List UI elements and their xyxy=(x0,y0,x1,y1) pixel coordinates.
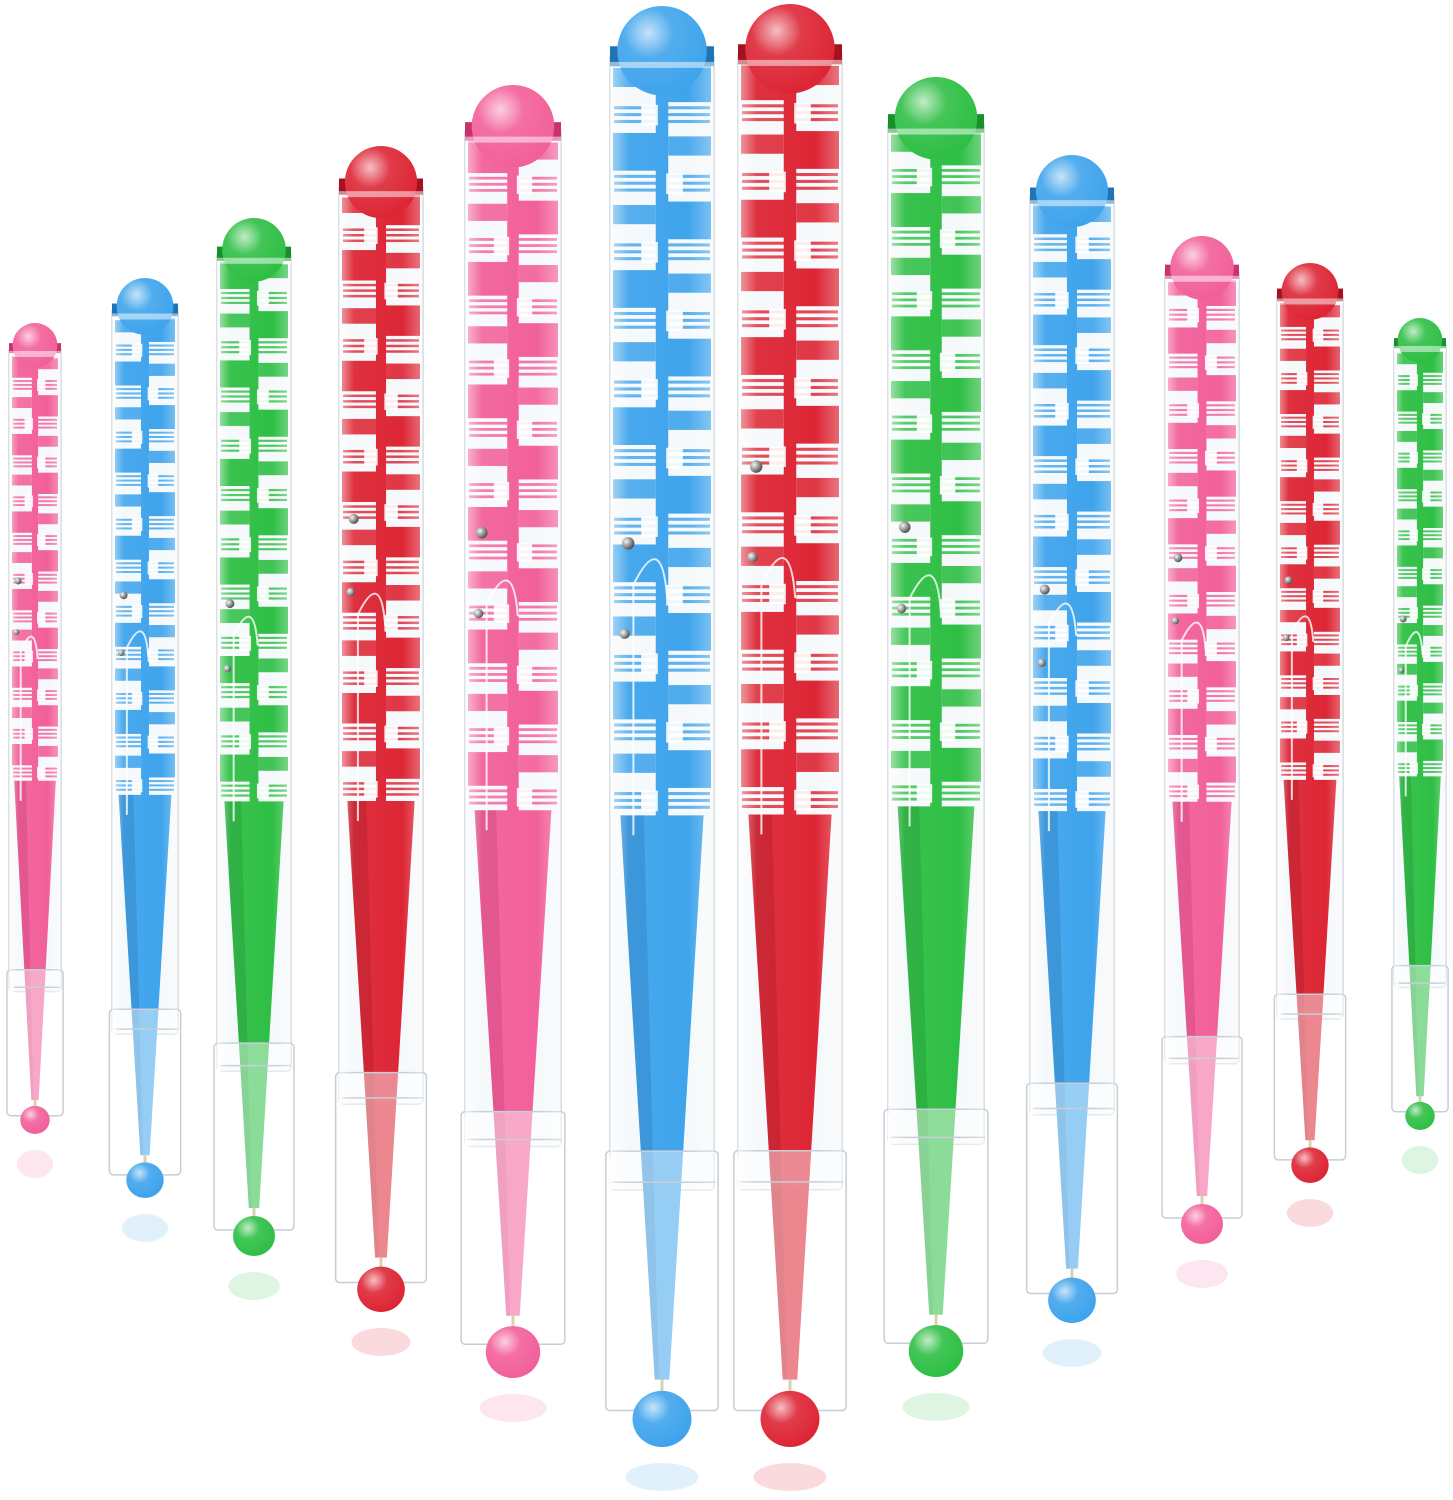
cap-ball-shine xyxy=(344,146,418,219)
cap-ball-shine xyxy=(12,323,58,368)
pen-reflection xyxy=(625,1463,699,1491)
maze-pen-red xyxy=(733,4,847,1491)
maze-pen-green xyxy=(213,218,295,1300)
cap-rim xyxy=(1165,275,1239,282)
pen-reflection xyxy=(1286,1199,1334,1227)
pen-reflection xyxy=(1176,1260,1228,1288)
pen-reflection xyxy=(753,1463,827,1491)
clear-cap-sleeve xyxy=(1161,1035,1243,1219)
tube-gloss xyxy=(339,183,423,1105)
cap-ball-shine xyxy=(116,278,174,335)
pen-reflection xyxy=(1401,1146,1439,1174)
maze-pen-blue xyxy=(108,278,182,1242)
maze-pen-green xyxy=(1391,318,1449,1174)
tip-ball-shine xyxy=(20,1105,50,1134)
cap-rim xyxy=(1030,200,1114,207)
tube-gloss xyxy=(888,120,984,1145)
pen-reflection xyxy=(479,1394,547,1422)
tube-gloss xyxy=(738,50,842,1190)
cap-rim xyxy=(217,257,291,264)
cap-rim xyxy=(1277,298,1343,305)
cap-ball-shine xyxy=(222,218,286,282)
tube-gloss xyxy=(1165,269,1239,1064)
tip-ball-shine xyxy=(485,1326,541,1378)
tip-ball-shine xyxy=(357,1266,405,1312)
cap-ball-shine xyxy=(1170,236,1234,300)
cap-rim xyxy=(339,191,423,198)
maze-pen-green xyxy=(883,77,989,1421)
cap-ball-shine xyxy=(745,4,835,94)
pen-reflection xyxy=(1042,1339,1102,1367)
pen-reflection xyxy=(228,1272,280,1300)
maze-pen-blue xyxy=(605,6,719,1491)
maze-pen-red xyxy=(334,146,428,1356)
cap-rim xyxy=(9,350,61,357)
tube-gloss xyxy=(1030,192,1114,1115)
tube-gloss xyxy=(610,52,714,1191)
tube-gloss xyxy=(9,346,61,992)
maze-pen-red xyxy=(1273,263,1347,1227)
cap-ball-shine xyxy=(1035,155,1109,228)
maze-pen-pink xyxy=(6,323,64,1178)
clear-cap-sleeve xyxy=(1391,964,1449,1113)
tube-gloss xyxy=(1277,292,1343,1020)
tip-ball-shine xyxy=(233,1216,275,1256)
cap-rim xyxy=(465,136,561,143)
cap-rim xyxy=(1394,345,1446,352)
tube-gloss xyxy=(1394,341,1446,988)
maze-pen-blue xyxy=(1025,155,1119,1367)
cap-rim xyxy=(738,59,842,66)
pen-reflection xyxy=(121,1214,169,1242)
tip-ball-shine xyxy=(760,1390,820,1448)
maze-pen-pink xyxy=(460,85,566,1422)
pen-reflection xyxy=(902,1393,970,1421)
tip-ball-shine xyxy=(1291,1147,1329,1184)
tip-ball-shine xyxy=(126,1162,164,1199)
cap-rim xyxy=(888,128,984,135)
cap-rim xyxy=(610,61,714,68)
cap-ball-shine xyxy=(894,77,978,160)
tube-gloss xyxy=(112,307,178,1035)
cap-ball-shine xyxy=(1397,318,1443,363)
cap-ball-shine xyxy=(471,85,555,168)
pen-reflection xyxy=(16,1150,54,1178)
pen-reflection xyxy=(351,1328,411,1356)
tip-ball-shine xyxy=(1181,1204,1223,1244)
cap-rim xyxy=(112,313,178,320)
tip-ball-shine xyxy=(908,1325,964,1377)
tube-gloss xyxy=(217,251,291,1072)
tube-gloss xyxy=(465,128,561,1147)
cap-ball-shine xyxy=(1281,263,1339,320)
tip-ball-shine xyxy=(632,1390,692,1448)
tip-ball-shine xyxy=(1405,1101,1435,1130)
cap-ball-shine xyxy=(617,6,707,96)
tip-ball-shine xyxy=(1048,1277,1096,1323)
maze-pen-pink xyxy=(1161,236,1243,1288)
